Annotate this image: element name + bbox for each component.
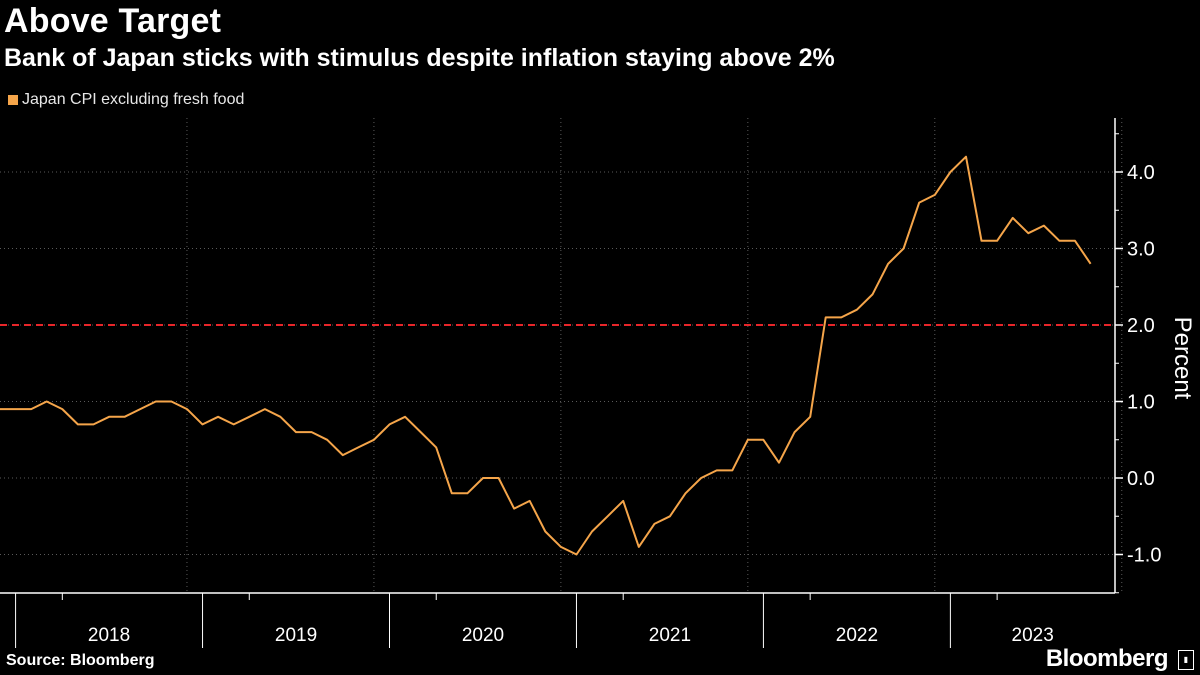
legend-swatch (8, 95, 18, 105)
y-tick-label: 1.0 (1127, 392, 1155, 414)
y-tick-label: 0.0 (1127, 468, 1155, 490)
chart-title: Above Target (4, 2, 222, 40)
x-tick-label: 2018 (88, 625, 130, 646)
y-tick-label: 2.0 (1127, 315, 1155, 337)
x-tick-label: 2020 (462, 625, 504, 646)
y-axis-label: Percent (1169, 317, 1196, 400)
terminal-badge-icon: ▮ (1178, 650, 1194, 670)
y-tick-label: 4.0 (1127, 162, 1155, 184)
y-tick-label: 3.0 (1127, 239, 1155, 261)
x-tick-label: 2019 (275, 625, 317, 646)
chart-subtitle: Bank of Japan sticks with stimulus despi… (4, 44, 835, 72)
axis-layer: 2018 2019 2020 2021 2022 2023 -1.0 0.0 1.0 2.0 3.0… (0, 118, 1161, 648)
legend: Japan CPI excluding fresh food (8, 91, 244, 109)
x-tick-label: 2022 (836, 625, 878, 646)
source-note: Source: Bloomberg (6, 652, 155, 669)
x-tick-label: 2023 (1012, 625, 1054, 646)
x-tick-label: 2021 (649, 625, 691, 646)
y-tick-label: -1.0 (1127, 545, 1161, 567)
grid-layer (0, 118, 1123, 593)
legend-label: Japan CPI excluding fresh food (22, 91, 245, 108)
bloomberg-logo: Bloomberg (1045, 645, 1169, 672)
series-layer (0, 155, 1092, 556)
series-line-cpi (0, 155, 1092, 556)
